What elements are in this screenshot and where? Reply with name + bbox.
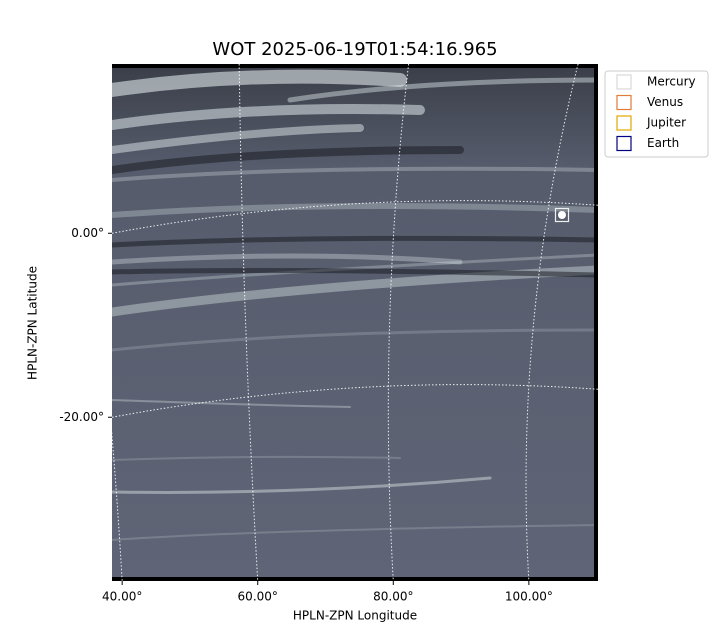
grid-line xyxy=(238,63,259,582)
legend-label: Jupiter xyxy=(646,116,686,130)
legend-label: Mercury xyxy=(647,75,696,89)
image xyxy=(112,64,598,581)
x-tick-label: 100.00° xyxy=(505,590,553,604)
grid-line xyxy=(387,63,410,582)
grid-line xyxy=(111,200,599,234)
legend-label: Earth xyxy=(647,136,679,150)
legend-swatch xyxy=(616,135,632,152)
y-tick-label: -20.00° xyxy=(59,410,104,424)
legend xyxy=(604,70,709,158)
legend-entries: Mercury Venus Jupiter Earth xyxy=(616,74,696,152)
legend-label: Venus xyxy=(647,95,683,109)
grid-line xyxy=(525,63,579,582)
x-axis-label: HPLN-ZPN Longitude xyxy=(293,609,417,623)
legend-swatch xyxy=(616,74,632,90)
legend-swatch xyxy=(616,94,632,111)
grid-line xyxy=(111,384,599,418)
chart-title: WOT 2025-06-19T01:54:16.965 xyxy=(212,39,497,60)
x-tick-label: 40.00° xyxy=(102,590,142,604)
y-axis-label: HPLN-ZPN Latitude xyxy=(26,266,40,380)
legend-swatch xyxy=(616,115,632,131)
grid-line xyxy=(69,63,123,582)
x-tick-label: 60.00° xyxy=(238,590,278,604)
x-tick-label: 80.00° xyxy=(373,590,413,604)
grid xyxy=(69,63,599,582)
y-tick-label: 0.00° xyxy=(71,226,104,240)
ticks: 40.00° 60.00° 80.00° 100.00° 0.00° -20.00° xyxy=(59,226,553,604)
